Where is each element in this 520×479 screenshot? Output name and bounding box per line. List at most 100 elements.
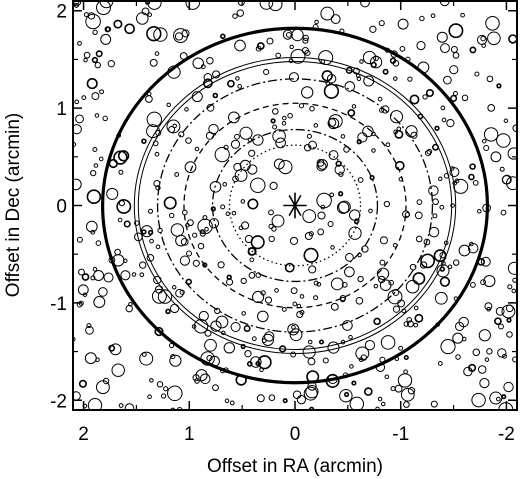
star-point: [261, 338, 267, 344]
star-point: [284, 262, 295, 273]
star-point: [266, 37, 274, 45]
star-point: [198, 310, 209, 322]
star-point: [425, 88, 434, 98]
star-point: [416, 199, 423, 205]
star-point: [271, 226, 277, 232]
star-point: [170, 223, 185, 237]
star-point: [264, 296, 273, 304]
star-point: [432, 198, 439, 206]
star-point: [507, 147, 517, 160]
star-point: [100, 33, 112, 45]
star-point: [85, 220, 98, 233]
star-point: [124, 23, 135, 35]
star-point: [191, 324, 197, 329]
star-point: [82, 292, 88, 297]
axis-ticks: 2 1 0 -1 -2 -2 -1 0 1 2: [50, 1, 517, 445]
star-point: [268, 235, 275, 243]
star-point: [226, 278, 234, 286]
star-point: [194, 146, 200, 152]
star-point: [303, 247, 319, 263]
star-point: [313, 123, 319, 128]
star-point: [231, 210, 237, 216]
star-point: [192, 232, 198, 238]
star-point: [154, 51, 160, 56]
star-point: [224, 398, 230, 404]
star-point: [290, 48, 306, 64]
star-point: [292, 390, 302, 399]
star-point: [306, 133, 312, 139]
star-point: [330, 14, 341, 25]
star-point: [278, 160, 293, 175]
star-point: [237, 84, 243, 89]
star-point: [434, 125, 440, 131]
star-point: [430, 13, 436, 19]
star-point: [185, 137, 192, 144]
star-point: [273, 158, 285, 170]
star-point: [458, 316, 469, 328]
ring-5: [211, 128, 379, 283]
star-point: [90, 275, 96, 281]
star-point: [302, 209, 317, 224]
star-point: [403, 321, 410, 327]
star-point: [357, 132, 368, 143]
star-point: [341, 281, 348, 288]
star-point: [271, 108, 279, 115]
star-point: [175, 234, 187, 247]
star-point: [156, 381, 164, 388]
star-point: [247, 164, 258, 175]
star-point: [393, 129, 398, 135]
star-point: [147, 12, 153, 17]
star-point: [76, 236, 83, 243]
star-point: [282, 115, 287, 121]
star-point: [461, 336, 467, 342]
star-point: [398, 345, 404, 351]
star-point: [250, 177, 266, 194]
star-point: [123, 220, 131, 228]
star-point: [92, 29, 98, 35]
star-point: [173, 28, 188, 44]
star-point: [212, 92, 219, 99]
star-point: [292, 301, 298, 307]
star-point: [98, 287, 108, 297]
star-point: [441, 117, 447, 123]
star-point: [426, 148, 433, 155]
star-point: [93, 163, 99, 168]
star-point: [360, 354, 367, 361]
star-point: [229, 400, 235, 406]
star-point: [192, 259, 200, 267]
y-tick-label: -1: [50, 294, 67, 315]
star-point: [323, 83, 340, 99]
star-point: [330, 302, 339, 311]
star-point: [232, 13, 238, 19]
star-point: [458, 244, 471, 257]
star-point: [389, 57, 397, 64]
star-point: [452, 332, 464, 344]
star-point: [131, 272, 137, 277]
star-point: [186, 219, 194, 227]
star-point: [73, 124, 82, 135]
star-point: [204, 226, 209, 232]
star-point: [450, 203, 455, 208]
star-point: [141, 7, 150, 16]
star-point: [288, 72, 300, 83]
star-point: [452, 52, 460, 59]
star-point: [434, 291, 448, 305]
star-point: [107, 60, 115, 68]
star-point: [469, 281, 476, 288]
star-point: [174, 172, 180, 177]
center-marker: [283, 192, 307, 219]
star-point: [75, 114, 84, 124]
star-point: [275, 137, 286, 149]
star-point: [163, 196, 177, 210]
star-point: [285, 32, 292, 38]
star-point: [226, 274, 232, 280]
star-point: [223, 144, 229, 150]
star-point: [392, 305, 401, 313]
star-point: [483, 127, 499, 142]
star-point: [368, 208, 373, 214]
star-point: [84, 352, 97, 365]
star-point: [146, 111, 163, 128]
star-point: [170, 354, 176, 360]
star-point: [325, 81, 331, 86]
star-point: [376, 267, 390, 280]
